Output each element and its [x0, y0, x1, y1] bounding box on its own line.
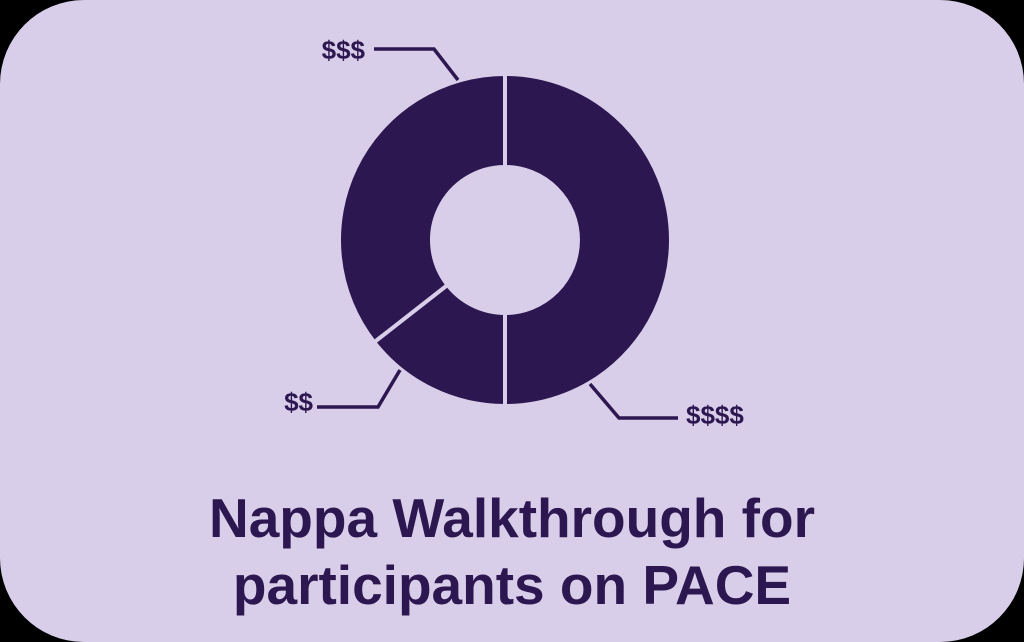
- svg-text:$$: $$: [284, 387, 313, 417]
- svg-text:$$$$: $$$$: [686, 400, 744, 430]
- svg-text:$$$: $$$: [322, 35, 366, 65]
